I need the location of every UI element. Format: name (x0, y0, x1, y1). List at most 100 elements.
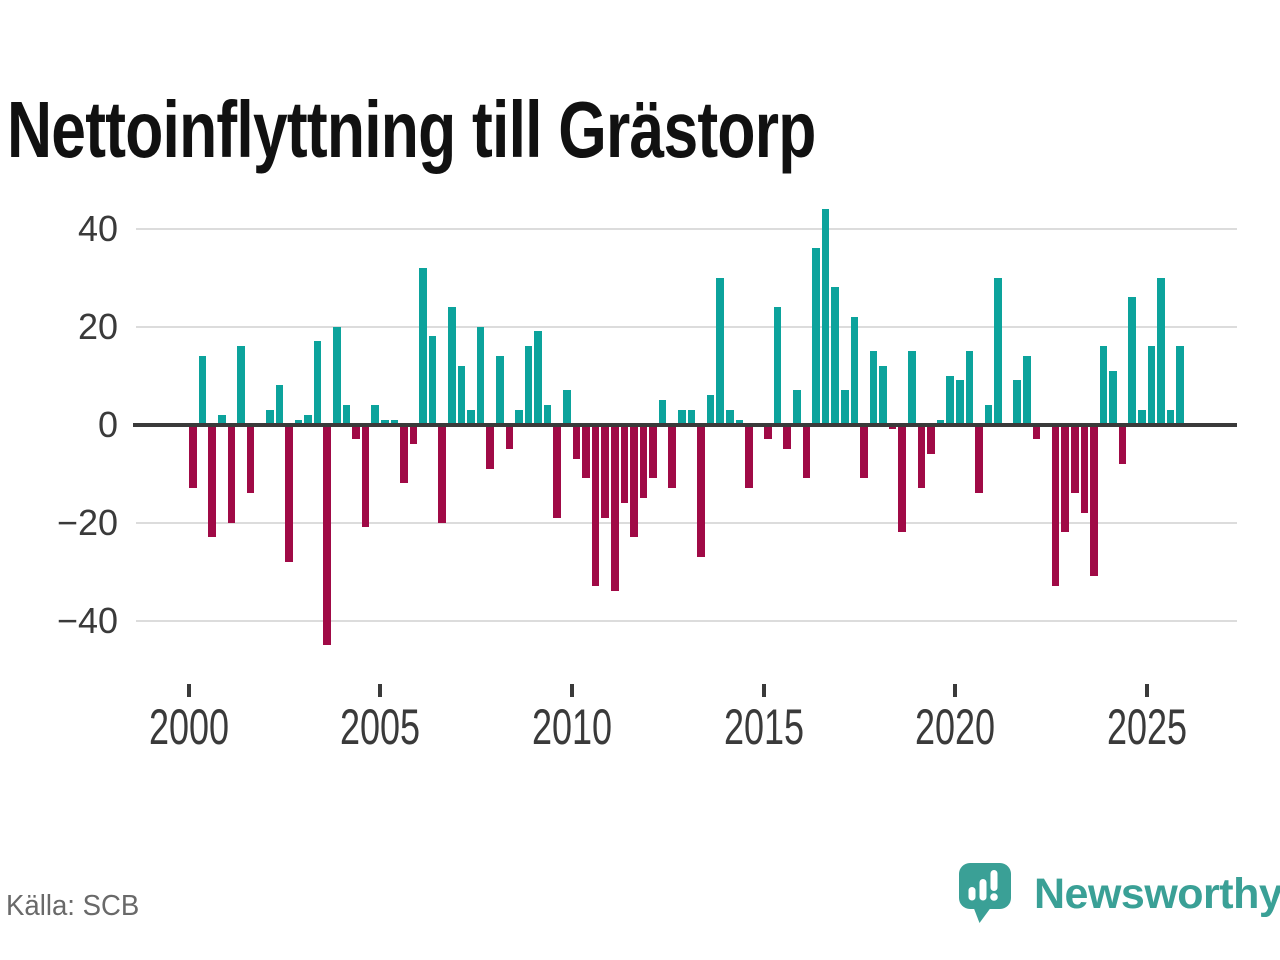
x-axis-label-2015: 2015 (723, 699, 804, 755)
bar-2023Q1 (1070, 424, 1079, 494)
y-axis-label-40: 40 (77, 207, 118, 249)
bar-2004Q4 (371, 404, 379, 425)
bar-2003Q2 (313, 341, 322, 425)
x-axis-tick-2005 (378, 684, 383, 697)
bar-2005Q3 (400, 424, 408, 484)
bar-2020Q1 (955, 380, 964, 425)
gridline-y--20 (136, 521, 1237, 524)
source-caption: Källa: SCB (6, 890, 140, 922)
bar-2009Q1 (534, 331, 542, 425)
bar-2008Q3 (515, 409, 523, 425)
bar-2012Q1 (649, 424, 657, 479)
y-axis-label--20: −20 (56, 501, 118, 543)
bar-2022Q1 (1032, 424, 1041, 440)
x-axis-tick-2000 (186, 684, 191, 697)
bar-2021Q3 (1013, 380, 1022, 425)
bar-2010Q3 (591, 424, 600, 587)
bar-2019Q4 (946, 375, 954, 425)
bar-2013Q4 (716, 277, 724, 425)
bar-2023Q3 (1090, 424, 1098, 577)
bar-2005Q2 (390, 419, 399, 425)
newsworthy-logo: Newsworthy (958, 862, 1280, 926)
bar-2007Q3 (476, 326, 485, 425)
bar-2014Q3 (745, 424, 753, 489)
bar-2011Q3 (630, 424, 638, 538)
bar-2015Q1 (764, 424, 772, 440)
bar-2012Q4 (678, 409, 686, 425)
x-axis-tick-2025 (1145, 684, 1149, 697)
gridline-y-40 (136, 227, 1237, 230)
x-axis-label-2020: 2020 (915, 699, 996, 755)
bar-2006Q1 (419, 267, 427, 425)
bar-2007Q2 (467, 409, 475, 425)
bar-2015Q4 (793, 390, 801, 425)
bar-2018Q1 (879, 365, 887, 425)
bar-2002Q1 (265, 409, 274, 425)
bar-2024Q2 (1118, 424, 1127, 464)
bar-2018Q4 (908, 351, 916, 425)
bar-2011Q1 (610, 424, 619, 592)
bar-2025Q1 (1147, 346, 1156, 425)
newsworthy-wordmark: Newsworthy (1034, 870, 1280, 918)
bar-2005Q1 (380, 419, 389, 425)
bar-2015Q3 (783, 424, 792, 449)
page-title: Nettoinflyttning till Grästorp (7, 84, 816, 174)
bar-2008Q4 (524, 346, 533, 425)
bar-2017Q2 (850, 316, 859, 425)
bar-2016Q3 (821, 208, 830, 425)
bar-2000Q1 (189, 424, 197, 489)
bar-2016Q1 (802, 424, 811, 479)
bar-2017Q4 (869, 351, 878, 425)
bar-2024Q1 (1109, 370, 1117, 425)
bar-2013Q2 (697, 424, 705, 557)
x-axis-label-2010: 2010 (531, 699, 613, 755)
bar-2014Q1 (725, 409, 734, 425)
bar-2016Q2 (812, 248, 820, 425)
bar-2014Q2 (735, 419, 744, 425)
bar-2006Q3 (438, 424, 447, 523)
bar-2010Q2 (582, 424, 590, 479)
bar-2002Q2 (275, 385, 284, 425)
x-axis-label-2005: 2005 (340, 699, 421, 755)
bar-2022Q3 (1051, 424, 1060, 587)
bar-2024Q3 (1128, 297, 1137, 425)
bar-2003Q1 (304, 414, 312, 425)
bar-2002Q4 (294, 419, 303, 425)
bar-2022Q4 (1061, 424, 1069, 533)
bar-2025Q3 (1166, 409, 1175, 425)
bar-2004Q1 (342, 404, 351, 425)
x-axis-tick-2015 (761, 684, 766, 697)
bar-2012Q3 (668, 424, 677, 489)
bar-2021Q1 (994, 277, 1002, 425)
x-axis-tick-2010 (570, 684, 574, 697)
bar-2017Q1 (840, 390, 849, 425)
bar-2018Q3 (898, 424, 907, 533)
bar-2017Q3 (860, 424, 868, 479)
bar-2020Q3 (975, 424, 983, 494)
bar-2007Q1 (457, 365, 466, 425)
bar-2015Q2 (773, 306, 782, 425)
bar-2000Q3 (208, 424, 217, 538)
y-axis-label-20: 20 (77, 305, 118, 347)
bar-2002Q3 (285, 424, 293, 562)
x-axis-zero-line (133, 422, 1237, 427)
bar-2021Q4 (1023, 355, 1031, 425)
bar-2000Q2 (198, 355, 207, 425)
bar-2011Q4 (639, 424, 648, 498)
bar-2013Q1 (687, 409, 696, 425)
bar-2000Q4 (218, 414, 226, 425)
bar-2001Q3 (246, 424, 255, 494)
bar-2018Q2 (888, 424, 897, 430)
bar-2025Q4 (1176, 346, 1185, 425)
bar-2020Q2 (965, 351, 974, 425)
bar-2009Q2 (543, 404, 552, 425)
bar-2004Q3 (361, 424, 370, 528)
bar-2023Q2 (1080, 424, 1089, 513)
bar-2009Q3 (553, 424, 562, 518)
bar-2019Q3 (936, 419, 945, 425)
y-axis-label-0: 0 (97, 403, 118, 445)
bar-2020Q4 (984, 404, 993, 425)
x-axis-label-2025: 2025 (1106, 699, 1188, 755)
